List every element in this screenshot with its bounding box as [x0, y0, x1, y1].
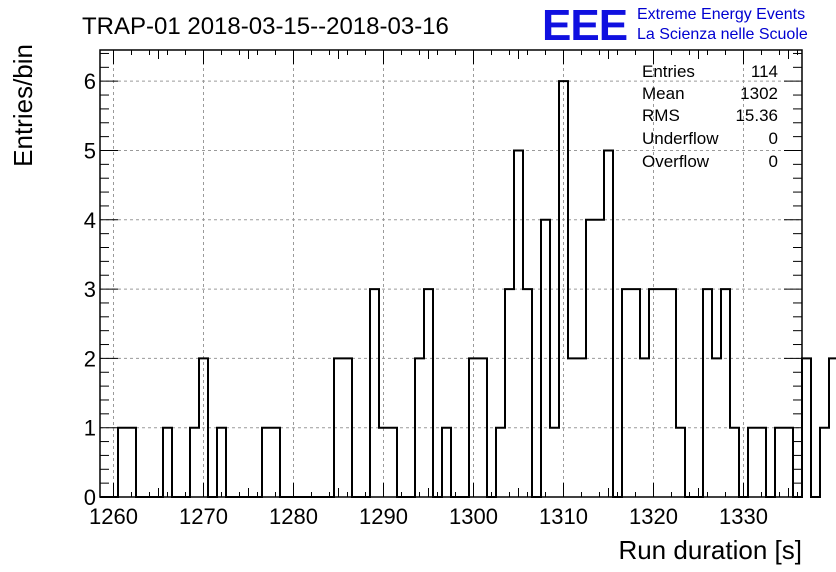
y-tick-label: 1	[84, 416, 96, 441]
stats-mean-value: 1302	[740, 84, 778, 103]
x-tick-label: 1290	[359, 504, 408, 529]
x-tick-label: 1300	[449, 504, 498, 529]
x-tick-label: 1270	[179, 504, 228, 529]
eee-tagline-1: Extreme Energy Events	[637, 6, 805, 23]
x-tick-label: 1310	[539, 504, 588, 529]
stats-rms-label: RMS	[642, 106, 680, 125]
stats-entries-label: Entries	[642, 62, 695, 81]
stats-underflow-label: Underflow	[642, 129, 719, 148]
stats-mean-label: Mean	[642, 84, 685, 103]
y-tick-label: 6	[84, 69, 96, 94]
x-axis-title: Run duration [s]	[618, 535, 802, 565]
histogram-outline	[100, 80, 836, 498]
stats-rms-value: 15.36	[735, 106, 778, 125]
eee-tagline-2: La Scienza nelle Scuole	[637, 26, 808, 43]
y-tick-label: 4	[84, 208, 96, 233]
stats-box: Entries 114 Mean 1302 RMS 15.36 Underflo…	[642, 62, 778, 171]
stats-overflow-label: Overflow	[642, 152, 710, 171]
stats-overflow-value: 0	[769, 152, 778, 171]
stats-entries-value: 114	[751, 62, 778, 81]
stats-underflow-value: 0	[769, 129, 778, 148]
y-tick-label: 0	[84, 485, 96, 510]
chart-title: TRAP-01 2018-03-15--2018-03-16	[82, 13, 449, 40]
x-tick-label: 1320	[629, 504, 678, 529]
axis-ticks	[100, 50, 802, 498]
y-axis-title: Entries/bin	[8, 44, 38, 167]
y-tick-label: 2	[84, 346, 96, 371]
y-tick-label: 5	[84, 138, 96, 163]
x-tick-label: 1280	[269, 504, 318, 529]
eee-logo: EEE	[542, 1, 627, 50]
grid-lines	[100, 50, 802, 497]
x-tick-label: 1330	[719, 504, 768, 529]
tick-labels: 1260 1270 1280 1290 1300 1310 1320 1330 0 1 2 3 4 5 6	[84, 69, 768, 529]
y-tick-label: 3	[84, 277, 96, 302]
x-tick-label: 1260	[89, 504, 138, 529]
